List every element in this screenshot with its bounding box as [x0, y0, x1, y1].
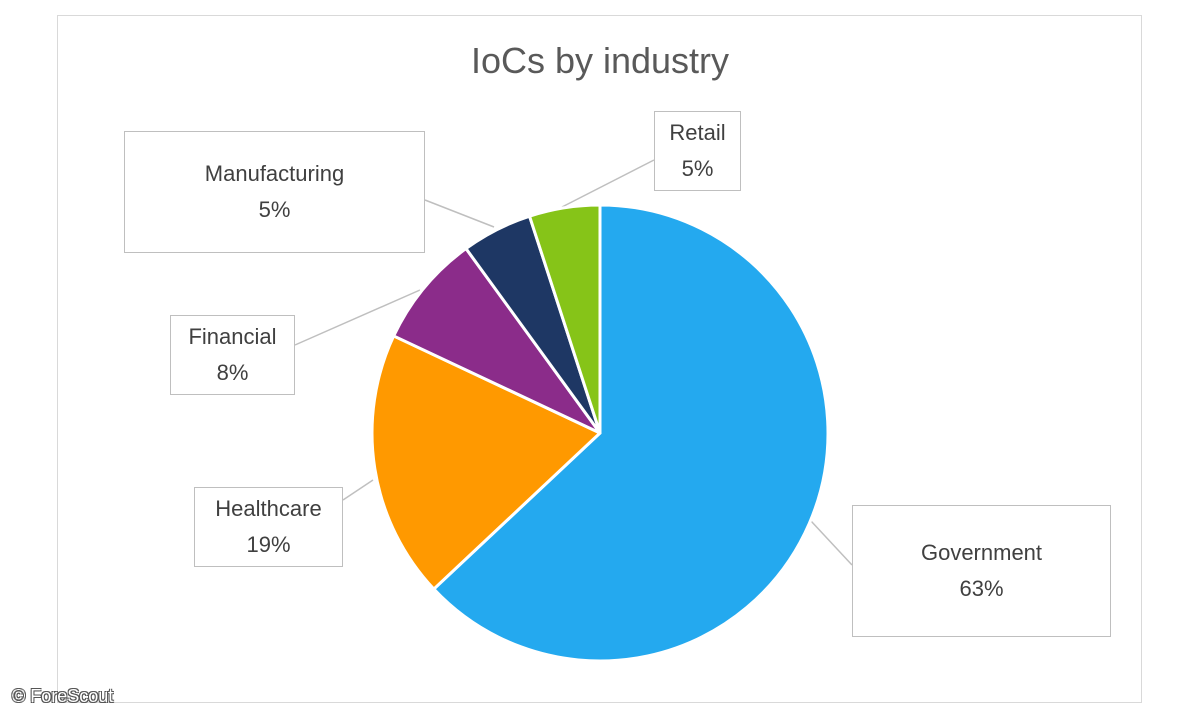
callout-retail: Retail 5%: [654, 111, 741, 191]
callout-manufacturing: Manufacturing 5%: [124, 131, 425, 253]
callout-financial-value: 8%: [216, 360, 249, 385]
leader-lines: [294, 159, 853, 566]
callout-government-label: Government: [920, 540, 1043, 565]
callout-healthcare: Healthcare 19%: [194, 487, 343, 567]
pie-slice-financial: [392, 247, 602, 435]
callout-healthcare-label: Healthcare: [215, 496, 322, 521]
callout-retail-label: Retail: [669, 120, 726, 145]
leader-line-healthcare: [342, 479, 374, 501]
leader-line-retail: [561, 159, 655, 208]
callout-financial-label: Financial: [188, 324, 277, 349]
callout-manufacturing-value: 5%: [258, 197, 291, 222]
pie-slice-healthcare: [370, 334, 602, 591]
leader-line-manufacturing: [424, 199, 495, 228]
leader-line-financial: [294, 289, 421, 346]
copyright-watermark: © ForeScout: [12, 686, 114, 706]
pie-slices: [370, 203, 830, 663]
pie-slice-retail: [528, 203, 602, 435]
chart-title: IoCs by industry: [470, 40, 730, 81]
callout-financial: Financial 8%: [170, 315, 295, 395]
callout-healthcare-value: 19%: [246, 532, 291, 557]
callout-manufacturing-label: Manufacturing: [204, 161, 345, 186]
leader-line-government: [810, 520, 853, 566]
callout-government: Government 63%: [852, 505, 1111, 637]
callout-retail-value: 5%: [681, 156, 714, 181]
pie-slice-government: [432, 203, 830, 663]
callout-government-value: 63%: [959, 576, 1004, 601]
